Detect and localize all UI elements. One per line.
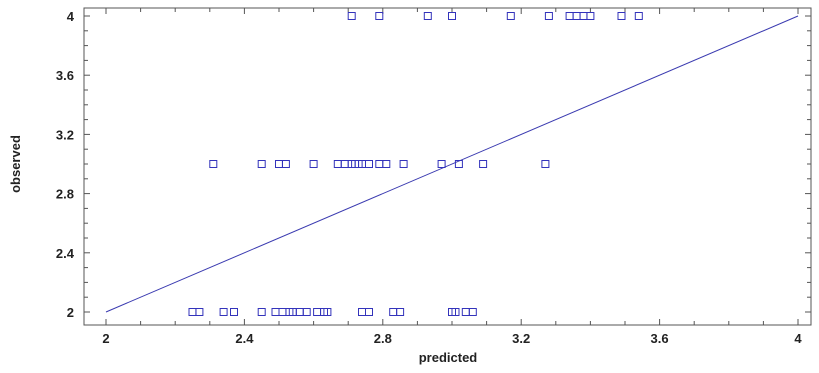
data-point <box>365 308 373 316</box>
plot-area <box>83 7 812 326</box>
x-tick-label: 2 <box>102 331 109 346</box>
y-tick-label: 2.8 <box>56 187 74 202</box>
data-point <box>544 12 553 20</box>
data-point <box>541 160 550 168</box>
x-tick-label: 4 <box>794 331 802 346</box>
data-point <box>617 12 626 20</box>
data-point <box>586 12 595 20</box>
data-point <box>382 160 391 168</box>
data-point <box>479 160 488 168</box>
data-points <box>188 12 643 316</box>
data-point <box>347 12 356 20</box>
data-point <box>468 308 477 316</box>
data-point <box>451 308 460 316</box>
data-point <box>209 160 218 168</box>
data-point <box>257 308 266 316</box>
x-tick-label: 3.2 <box>512 331 530 346</box>
data-point <box>448 12 456 20</box>
y-tick-label: 3.2 <box>56 127 74 142</box>
data-point <box>323 308 332 316</box>
x-tick-labels: 2 2.4 2.8 3.2 3.6 4 <box>102 331 802 346</box>
data-point <box>195 308 204 316</box>
data-point <box>219 308 228 316</box>
data-point <box>309 160 318 168</box>
data-point <box>634 12 643 20</box>
reference-line <box>105 15 799 313</box>
data-point <box>281 160 290 168</box>
x-tick-label: 2.8 <box>374 331 392 346</box>
y-tick-label: 4 <box>67 9 75 24</box>
x-axis-title: predicted <box>419 350 478 365</box>
data-point <box>257 160 266 168</box>
y-tick-labels: 2 2.4 2.8 3.2 3.6 4 <box>56 9 75 320</box>
data-point <box>375 12 384 20</box>
data-point <box>302 308 311 316</box>
data-point <box>365 160 373 168</box>
ticks-group <box>84 8 811 325</box>
data-point <box>423 12 432 20</box>
data-point <box>399 160 408 168</box>
y-axis-title: observed <box>8 135 23 193</box>
y-tick-label: 3.6 <box>56 68 74 83</box>
data-point <box>230 308 238 316</box>
data-point <box>506 12 515 20</box>
y-tick-label: 2.4 <box>56 246 75 261</box>
x-tick-label: 2.4 <box>235 331 254 346</box>
x-tick-label: 3.6 <box>651 331 669 346</box>
data-point <box>437 160 446 168</box>
data-point <box>454 160 463 168</box>
y-tick-label: 2 <box>67 305 74 320</box>
data-point <box>396 308 405 316</box>
